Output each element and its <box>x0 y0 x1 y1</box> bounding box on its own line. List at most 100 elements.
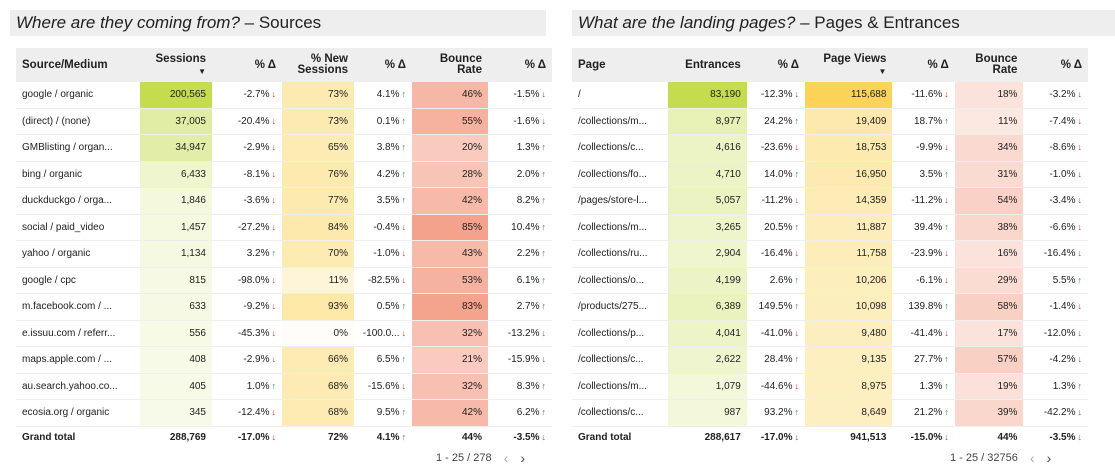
next-page-icon[interactable]: › <box>520 450 525 466</box>
table-cell: 24.2% ↑ <box>746 108 806 135</box>
cell-value: -0.4% <box>373 221 400 233</box>
cell-value: -42.2% <box>1043 407 1076 419</box>
prev-page-icon[interactable]: ‹ <box>503 450 509 466</box>
column-header[interactable]: Bounce Rate <box>412 48 488 82</box>
table-cell: -17.0% ↓ <box>212 426 282 449</box>
sort-desc-icon[interactable]: ▼ <box>198 66 206 76</box>
column-header[interactable]: % Δ <box>488 48 552 82</box>
table-cell: 1.3% ↑ <box>488 134 552 162</box>
table-cell: 32% <box>412 320 488 347</box>
column-header[interactable]: % New Sessions <box>282 48 354 82</box>
cell-value: m.facebook.com / ... <box>22 301 113 313</box>
arrow-up-icon: ↑ <box>401 89 407 100</box>
table-cell: 68% <box>282 373 354 400</box>
cell-value: /collections/c... <box>578 354 644 366</box>
table-cell: 2.2% ↑ <box>488 240 552 268</box>
cell-value: -3.2% <box>1049 89 1076 101</box>
row-label: Grand total <box>572 426 668 449</box>
cell-value: -16.4% <box>1043 248 1076 260</box>
column-header[interactable]: % Δ <box>212 48 282 82</box>
row-label: google / cpc <box>16 267 140 294</box>
cell-value: 42% <box>461 407 482 419</box>
table-cell: 77% <box>282 187 354 215</box>
cell-value: 149.5% <box>758 301 793 313</box>
column-header[interactable]: % Δ <box>354 48 412 82</box>
table-header-row: Page Entrances % Δ Page Views ▼ % Δ Bounce Rat… <box>572 48 1088 82</box>
column-header[interactable]: Bounce Rate <box>954 48 1024 82</box>
arrow-up-icon: ↑ <box>794 301 800 312</box>
table-cell: -1.0% ↓ <box>1023 161 1088 188</box>
column-header[interactable]: Page Views ▼ <box>805 48 893 82</box>
cell-value: 31% <box>997 168 1018 180</box>
cell-value: 37,005 <box>175 115 206 127</box>
sort-desc-icon[interactable]: ▼ <box>878 66 887 76</box>
column-header-label: % Δ <box>254 58 276 71</box>
sources-pager-text: 1 - 25 / 278 <box>436 452 492 464</box>
pages-title-text: What are the landing pages? <box>578 13 796 32</box>
cell-value: 68% <box>327 407 348 419</box>
cell-value: 139.8% <box>908 301 943 313</box>
table-cell: -42.2% ↓ <box>1023 399 1088 427</box>
table-row: google / cpc 815 -98.0% ↓ 11% -82.5% ↓ 53% 6.1% ↑ <box>16 267 552 294</box>
next-page-icon[interactable]: › <box>1046 450 1052 466</box>
column-header[interactable]: Entrances <box>667 48 747 82</box>
cell-value: / <box>578 89 581 101</box>
arrow-down-icon: ↓ <box>944 274 949 285</box>
prev-page-icon[interactable]: ‹ <box>1029 450 1035 466</box>
column-header[interactable]: Sessions ▼ <box>140 48 212 82</box>
cell-value: 1,134 <box>180 248 206 260</box>
arrow-down-icon: ↓ <box>1077 115 1083 126</box>
row-label: /collections/m... <box>572 214 668 241</box>
table-cell: 46% <box>412 82 488 109</box>
arrow-down-icon: ↓ <box>1077 221 1083 232</box>
cell-value: 3.2% <box>246 248 270 260</box>
cell-value: 38% <box>997 221 1018 233</box>
arrow-down-icon: ↓ <box>1077 195 1083 206</box>
cell-value: -100.0... <box>362 327 400 339</box>
row-label: /collections/p... <box>572 320 668 347</box>
cell-value: google / organic <box>22 89 94 101</box>
cell-value: 556 <box>189 327 206 339</box>
column-header[interactable]: % Δ <box>1023 48 1088 82</box>
cell-value: 6.5% <box>376 354 400 366</box>
column-header[interactable]: Source/Medium <box>16 48 140 82</box>
table-cell: 10,098 <box>805 293 893 321</box>
sources-pager: 1 - 25 / 278 ‹ › <box>436 450 525 466</box>
table-cell: 4,616 <box>667 134 747 162</box>
table-cell: 18,753 <box>805 134 893 162</box>
cell-value: 2,622 <box>715 354 741 366</box>
column-header[interactable]: % Δ <box>746 48 806 82</box>
table-row: /collections/fo... 4,710 14.0% ↑ 16,950 3.5% ↑… <box>572 161 1088 188</box>
table-cell: 14.0% ↑ <box>746 161 806 188</box>
cell-value: 3.8% <box>376 142 400 154</box>
table-row: duckduckgo / orga... 1,846 -3.6% ↓ 77% 3.5% ↑ 4… <box>16 187 552 215</box>
cell-value: 19% <box>997 380 1018 392</box>
column-header[interactable]: % Δ <box>892 48 955 82</box>
cell-value: 43% <box>461 248 482 260</box>
cell-value: -27.2% <box>237 221 270 233</box>
cell-value: -41.4% <box>910 327 943 339</box>
arrow-down-icon: ↓ <box>541 327 547 338</box>
cell-value: 16,950 <box>855 168 887 180</box>
table-cell: -45.3% ↓ <box>212 320 282 347</box>
cell-value: -8.6% <box>1049 142 1076 154</box>
arrow-down-icon: ↓ <box>271 274 277 285</box>
grand-total-row: Grand total 288,617 -17.0% ↓ 941,513 -15.0% ↓ 4… <box>572 426 1088 449</box>
cell-value: 200,565 <box>169 89 206 101</box>
table-cell: 19,409 <box>805 108 893 135</box>
table-cell: 5,057 <box>667 187 747 215</box>
column-header[interactable]: Page <box>572 48 668 82</box>
table-cell: 9.5% ↑ <box>354 399 412 427</box>
table-cell: -0.4% ↓ <box>354 214 412 241</box>
table-cell: 16% <box>954 240 1024 268</box>
table-row: ecosia.org / organic 345 -12.4% ↓ 68% 9.5% ↑ 42… <box>16 399 552 427</box>
table-cell: 42% <box>412 187 488 215</box>
table-cell: -15.0% ↓ <box>892 426 954 449</box>
arrow-up-icon: ↑ <box>541 248 547 259</box>
table-row: social / paid_video 1,457 -27.2% ↓ 84% -0.4% ↓… <box>16 214 552 241</box>
arrow-down-icon: ↓ <box>794 432 800 442</box>
cell-value: 405 <box>189 380 206 392</box>
table-row: /collections/c... 987 93.2% ↑ 8,649 21.2% ↑ 39%… <box>572 399 1088 427</box>
arrow-down-icon: ↓ <box>794 195 800 206</box>
cell-value: 28% <box>461 168 482 180</box>
